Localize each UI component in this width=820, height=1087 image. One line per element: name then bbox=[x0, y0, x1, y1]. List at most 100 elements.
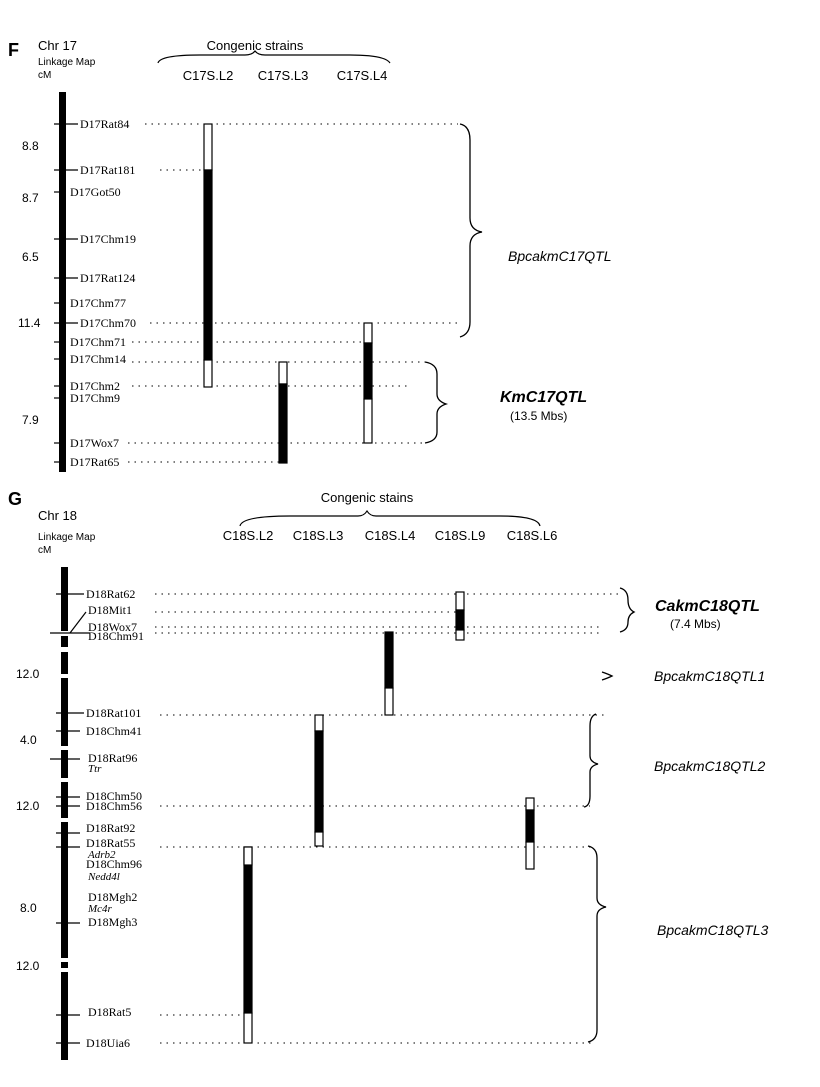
qtl-label: BpcakmC17QTL bbox=[508, 248, 611, 264]
congenic-bar-flank bbox=[203, 359, 213, 388]
strain-header-bracket bbox=[157, 50, 391, 64]
marker-label: D17Chm19 bbox=[80, 232, 136, 246]
marker-label: D17Chm77 bbox=[70, 296, 126, 310]
congenic-bar-flank bbox=[455, 629, 465, 641]
strain-label: C18S.L9 bbox=[435, 528, 486, 543]
strain-label: C18S.L3 bbox=[293, 528, 344, 543]
distance-label: 12.0 bbox=[16, 799, 40, 813]
chromosome-axis bbox=[59, 92, 66, 472]
congenic-bar-flank bbox=[525, 841, 535, 870]
congenic-header: Congenic strains bbox=[207, 38, 304, 53]
congenic-bar-flank bbox=[243, 846, 253, 866]
congenic-bar-segment bbox=[314, 730, 324, 833]
distance-label: 12.0 bbox=[16, 667, 40, 681]
qtl-label: CakmC18QTL bbox=[655, 598, 760, 615]
cm-label: cM bbox=[38, 70, 51, 81]
distance-label: 8.8 bbox=[22, 139, 39, 153]
marker-label: D17Got50 bbox=[70, 185, 121, 199]
linkage-map-label: Linkage Map bbox=[38, 57, 96, 68]
distance-label: 4.0 bbox=[20, 733, 37, 747]
chromosome-axis bbox=[61, 972, 68, 1060]
marker-label: D18Wox7 bbox=[88, 620, 137, 634]
marker-label: Nedd4l bbox=[87, 871, 120, 883]
marker-label: D18Mgh3 bbox=[88, 915, 137, 929]
qtl-label: BpcakmC18QTL3 bbox=[657, 922, 768, 938]
qtl-label: KmC17QTL bbox=[500, 389, 587, 406]
distance-label: 6.5 bbox=[22, 250, 39, 264]
congenic-bar-flank bbox=[525, 797, 535, 811]
chromosome-axis bbox=[61, 822, 68, 958]
marker-list bbox=[54, 123, 78, 463]
congenic-bar-segment bbox=[243, 846, 253, 1014]
chromosome-label: Chr 17 bbox=[38, 38, 77, 53]
chromosome-axis bbox=[61, 636, 68, 647]
panel-f: F Chr 17 Linkage Map cM Congenic strains… bbox=[8, 38, 611, 472]
marker-label: D17Chm2 bbox=[70, 379, 120, 393]
marker-label: D18Chm56 bbox=[86, 799, 142, 813]
marker-label: D18Mit1 bbox=[88, 603, 132, 617]
congenic-bar-flank bbox=[243, 1012, 253, 1044]
marker-label: Adrb2 bbox=[87, 849, 116, 861]
strain-header-bracket bbox=[239, 509, 541, 527]
marker-label: D18Rat96 bbox=[88, 751, 137, 765]
congenic-bar-flank bbox=[314, 831, 324, 847]
marker-label: D18Rat92 bbox=[86, 821, 135, 835]
strain-label: C17S.L3 bbox=[258, 68, 309, 83]
chromosome-axis bbox=[61, 567, 68, 631]
congenic-bar-flank bbox=[203, 123, 213, 171]
congenic-bar-segment bbox=[384, 631, 394, 689]
marker-connector bbox=[69, 611, 87, 634]
cm-label: cM bbox=[38, 545, 51, 556]
qtl-brace bbox=[587, 845, 607, 1043]
marker-label: D18Rat55 bbox=[86, 836, 135, 850]
marker-label: D18Rat101 bbox=[86, 706, 141, 720]
qtl-label: BpcakmC18QTL2 bbox=[654, 758, 765, 774]
marker-label: D18Chm91 bbox=[88, 629, 144, 643]
congenic-bar-segment bbox=[203, 169, 213, 361]
congenic-bar-flank bbox=[363, 398, 373, 444]
marker-label: D17Rat124 bbox=[80, 271, 135, 285]
marker-label: D18Uia6 bbox=[86, 1036, 130, 1050]
qtl-brace bbox=[619, 587, 636, 633]
qtl-label: BpcakmC18QTL1 bbox=[654, 668, 765, 684]
strain-label: C17S.L2 bbox=[183, 68, 234, 83]
marker-label: D17Chm9 bbox=[70, 391, 120, 405]
congenic-bar-segment bbox=[363, 342, 373, 400]
chromosome-axis bbox=[61, 652, 68, 674]
distance-label: 7.9 bbox=[22, 413, 39, 427]
panel-letter: F bbox=[8, 40, 19, 60]
marker-label: D17Chm71 bbox=[70, 335, 126, 349]
congenic-bar-flank bbox=[455, 591, 465, 611]
marker-label: D18Chm50 bbox=[86, 789, 142, 803]
strain-label: C17S.L4 bbox=[337, 68, 388, 83]
marker-label: D18Chm96 bbox=[86, 857, 142, 871]
distance-label: 8.7 bbox=[22, 191, 39, 205]
marker-label: Ttr bbox=[88, 763, 102, 775]
marker-label: D17Chm14 bbox=[70, 352, 126, 366]
qtl-brace bbox=[583, 713, 599, 808]
qtl-brace bbox=[601, 671, 614, 681]
strain-label: C18S.L2 bbox=[223, 528, 274, 543]
chromosome-axis bbox=[61, 678, 68, 746]
marker-label: D18Rat5 bbox=[88, 1005, 131, 1019]
distance-label: 8.0 bbox=[20, 901, 37, 915]
panel-letter: G bbox=[8, 489, 22, 509]
chromosome-axis bbox=[61, 782, 68, 818]
congenic-bar-flank bbox=[314, 714, 324, 732]
congenic-bar-flank bbox=[278, 361, 288, 385]
qtl-size: (13.5 Mbs) bbox=[510, 409, 567, 423]
congenic-header: Congenic stains bbox=[321, 490, 414, 505]
congenic-bar-segment bbox=[525, 809, 535, 843]
congenic-bar-segment bbox=[278, 383, 288, 464]
marker-label: D18Rat62 bbox=[86, 587, 135, 601]
marker-label: D17Rat181 bbox=[80, 163, 135, 177]
marker-label: Mc4r bbox=[87, 903, 113, 915]
chromosome-label: Chr 18 bbox=[38, 508, 77, 523]
congenic-bar-flank bbox=[363, 322, 373, 344]
panel-g: G Chr 18 Linkage Map cM Congenic stains … bbox=[8, 489, 768, 1060]
chromosome-axis bbox=[61, 962, 68, 968]
qtl-size: (7.4 Mbs) bbox=[670, 617, 721, 631]
chromosome-axis bbox=[61, 750, 68, 778]
congenic-bar-segment bbox=[455, 609, 465, 631]
